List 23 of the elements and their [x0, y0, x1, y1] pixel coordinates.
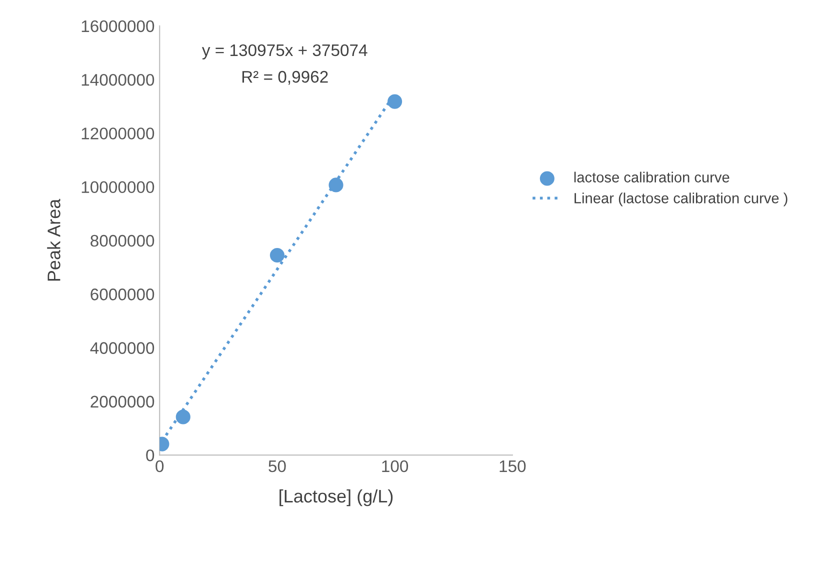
x-tick-label: 50: [268, 460, 286, 472]
y-axis-title: Peak Area: [47, 198, 60, 281]
legend-label: Linear (lactose calibration curve ): [574, 192, 788, 206]
legend-label: lactose calibration curve: [574, 172, 730, 182]
y-tick-label: 6000000: [90, 288, 154, 300]
y-tick-label: 14000000: [82, 74, 154, 86]
x-axis-title: [Lactose] (g/L): [280, 489, 393, 506]
point: [328, 178, 344, 192]
point: [176, 410, 190, 424]
annotation: R² = 0,9962: [242, 70, 328, 85]
y-tick-label: 2000000: [90, 396, 154, 408]
y-tick-label: 4000000: [90, 342, 154, 354]
y-tick-label: 0: [146, 449, 154, 462]
x-tick-label: 100: [382, 460, 408, 472]
point: [270, 248, 284, 263]
point: [388, 94, 402, 109]
y-tick-label: 8000000: [90, 234, 154, 247]
annotation: y = 130975x + 375074: [202, 44, 368, 60]
y-tick-label: 16000000: [82, 20, 154, 32]
x-tick-label: 0: [156, 460, 164, 472]
x-tick-label: 150: [500, 460, 526, 472]
y-tick-label: 10000000: [82, 181, 154, 194]
y-tick-label: 12000000: [82, 128, 154, 140]
